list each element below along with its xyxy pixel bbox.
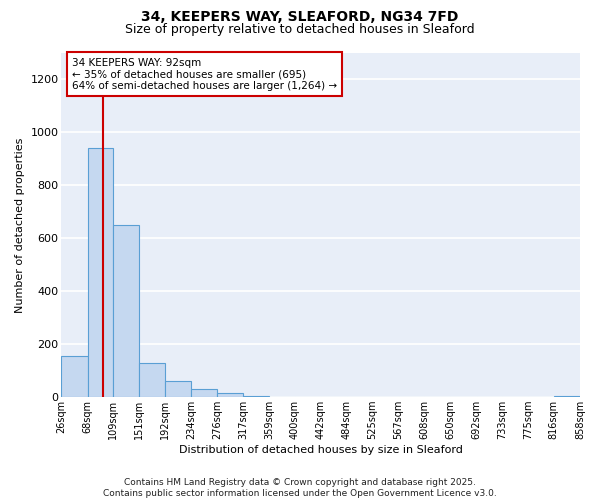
Bar: [88, 148, 113, 397]
Bar: [217, 393, 243, 397]
Bar: [113, 225, 139, 397]
Text: Contains HM Land Registry data © Crown copyright and database right 2025.
Contai: Contains HM Land Registry data © Crown c…: [103, 478, 497, 498]
Bar: [61, 356, 88, 397]
Bar: [139, 362, 165, 397]
Text: 34 KEEPERS WAY: 92sqm
← 35% of detached houses are smaller (695)
64% of semi-det: 34 KEEPERS WAY: 92sqm ← 35% of detached …: [72, 58, 337, 91]
Bar: [165, 382, 191, 397]
Text: Size of property relative to detached houses in Sleaford: Size of property relative to detached ho…: [125, 22, 475, 36]
Y-axis label: Number of detached properties: Number of detached properties: [15, 137, 25, 312]
Bar: [243, 396, 269, 397]
Bar: [554, 396, 580, 397]
Bar: [191, 389, 217, 397]
X-axis label: Distribution of detached houses by size in Sleaford: Distribution of detached houses by size …: [179, 445, 463, 455]
Text: 34, KEEPERS WAY, SLEAFORD, NG34 7FD: 34, KEEPERS WAY, SLEAFORD, NG34 7FD: [142, 10, 458, 24]
